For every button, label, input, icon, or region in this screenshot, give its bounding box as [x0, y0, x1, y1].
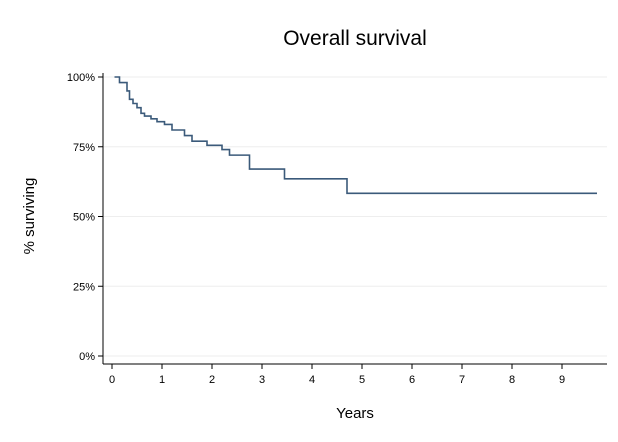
axes [98, 73, 607, 369]
x-tick-label-3: 3 [259, 374, 265, 386]
y-tick-label-1: 25% [73, 281, 95, 293]
x-tick-label-2: 2 [209, 374, 215, 386]
x-tick-label-8: 8 [509, 374, 515, 386]
x-tick-label-9: 9 [559, 374, 565, 386]
x-tick-label-4: 4 [309, 374, 315, 386]
chart-title: Overall survival [283, 27, 427, 50]
y-tick-label-3: 75% [73, 142, 95, 154]
x-axis-title: Years [336, 405, 374, 422]
x-tick-label-6: 6 [409, 374, 415, 386]
x-tick-label-5: 5 [359, 374, 365, 386]
survival-curve-0 [114, 76, 597, 195]
y-tick-label-0: 0% [79, 351, 95, 363]
x-tick-label-1: 1 [159, 374, 165, 386]
y-axis-title: % surviving [21, 178, 38, 255]
y-tick-label-4: 100% [67, 72, 95, 84]
labels: Overall survival Years % surviving 0% 25%… [21, 27, 565, 422]
x-tick-label-7: 7 [459, 374, 465, 386]
gridlines [103, 76, 607, 357]
x-tick-label-0: 0 [109, 374, 115, 386]
y-tick-label-2: 50% [73, 212, 95, 224]
series-layer [114, 76, 597, 195]
